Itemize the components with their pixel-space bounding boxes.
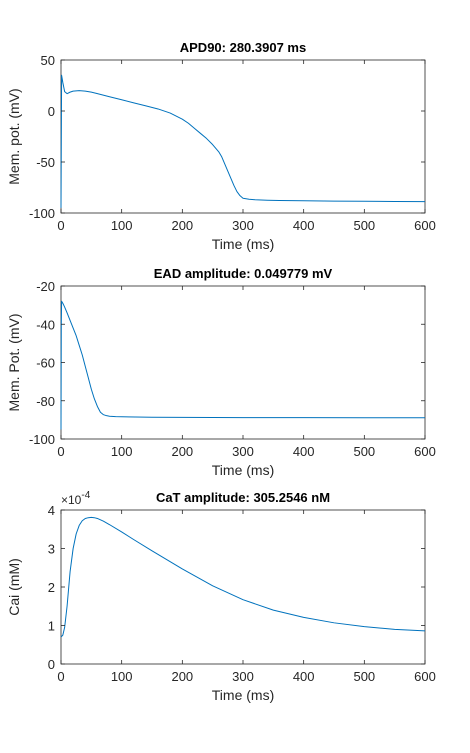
- x-tick-label: 500: [353, 218, 375, 233]
- axes-box: [60, 285, 426, 440]
- y-axis-label: Mem. Pot. (mV): [6, 313, 22, 411]
- y-tick-label: 0: [48, 104, 55, 119]
- x-tick-label: 0: [57, 218, 64, 233]
- x-tick-label: 0: [57, 669, 64, 684]
- y-tick-label: -80: [36, 394, 55, 409]
- x-tick-label: 600: [414, 444, 436, 459]
- x-axis-label: Time (ms): [212, 236, 274, 252]
- subplot-3: 0 100 200 300 400 500 600 0 1 2 3 4 ×10-4 CaT amplitu…: [6, 490, 436, 703]
- x-tick-label: 0: [57, 444, 64, 459]
- x-tick-label: 200: [171, 444, 193, 459]
- x-tick-label: 600: [414, 218, 436, 233]
- series-line: [60, 300, 425, 430]
- x-axis-label: Time (ms): [212, 462, 274, 478]
- y-tick-label: -20: [36, 279, 55, 294]
- y-tick-label: -40: [36, 317, 55, 332]
- subplot-1: 0 100 200 300 400 500 600 -100 -50 0 50 APD90: 280.…: [6, 40, 436, 252]
- y-tick-label: -60: [36, 356, 55, 371]
- subplot-title: CaT amplitude: 305.2546 nM: [156, 490, 330, 505]
- subplot-title: EAD amplitude: 0.049779 mV: [154, 266, 333, 281]
- y-tick-label: -50: [36, 155, 55, 170]
- x-tick-label: 400: [293, 218, 315, 233]
- y-tick-label: 2: [48, 580, 55, 595]
- x-tick-label: 100: [111, 444, 133, 459]
- x-axis-label: Time (ms): [212, 687, 274, 703]
- series-line: [60, 74, 426, 208]
- y-tick-label: -100: [29, 432, 55, 447]
- x-tick-label: 300: [232, 444, 254, 459]
- y-tick-label: 50: [41, 53, 55, 68]
- x-tick-label: 200: [171, 218, 193, 233]
- y-axis-label: Cai (mM): [6, 558, 22, 616]
- x-tick-label: 300: [232, 669, 254, 684]
- x-tick-label: 400: [293, 669, 315, 684]
- axes-box: [60, 59, 426, 214]
- x-tick-label: 400: [293, 444, 315, 459]
- subplot-title: APD90: 280.3907 ms: [180, 40, 306, 55]
- y-tick-label: 1: [48, 619, 55, 634]
- x-tick-label: 200: [171, 669, 193, 684]
- y-exponent-label: ×10-4: [61, 490, 91, 507]
- axes-box: [60, 509, 426, 665]
- y-tick-label: 0: [48, 657, 55, 672]
- y-tick-label: 3: [48, 542, 55, 557]
- series-line: [60, 516, 426, 638]
- x-tick-label: 300: [232, 218, 254, 233]
- y-tick-label: -100: [29, 206, 55, 221]
- x-tick-label: 100: [111, 669, 133, 684]
- x-tick-label: 500: [353, 669, 375, 684]
- y-tick-label: 4: [48, 503, 55, 518]
- x-tick-label: 600: [414, 669, 436, 684]
- x-tick-label: 500: [353, 444, 375, 459]
- x-tick-label: 100: [111, 218, 133, 233]
- subplot-2: 0 100 200 300 400 500 600 -100 -80 -60 -40 -20 EAD a…: [6, 266, 436, 478]
- y-axis-label: Mem. pot. (mV): [6, 88, 22, 184]
